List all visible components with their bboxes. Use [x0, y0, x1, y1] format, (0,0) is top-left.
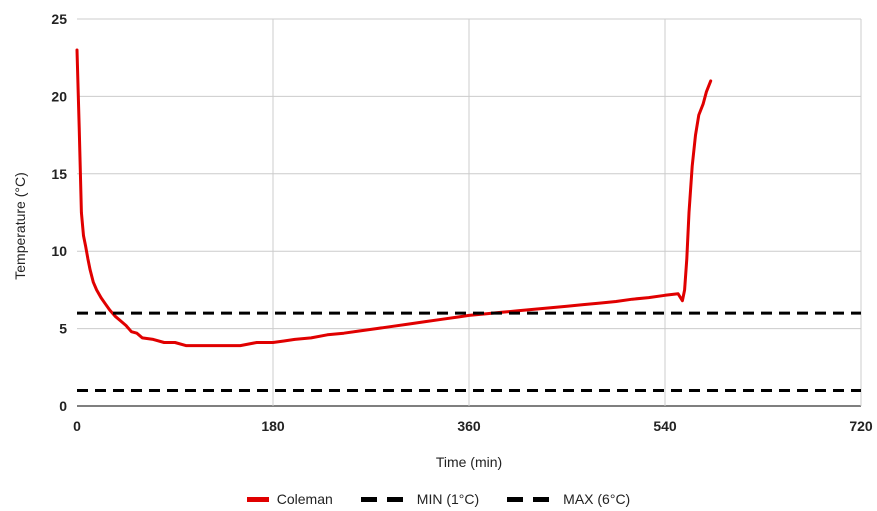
x-tick-label: 720	[849, 418, 873, 434]
y-tick-label: 10	[51, 243, 67, 259]
x-tick-label: 180	[261, 418, 285, 434]
x-tick-label: 360	[457, 418, 481, 434]
legend-label-max: MAX (6°C)	[563, 491, 631, 507]
legend-label-min: MIN (1°C)	[416, 491, 480, 507]
y-tick-label: 15	[51, 166, 67, 182]
legend-item-coleman: Coleman	[246, 491, 333, 507]
y-tick-labels: 0 5 10 15 20 25	[51, 11, 67, 414]
y-tick-label: 20	[51, 88, 67, 104]
y-tick-label: 0	[59, 398, 67, 414]
legend-label-coleman: Coleman	[276, 491, 333, 507]
series-lines	[75, 48, 861, 392]
legend-item-min: MIN (1°C)	[360, 491, 480, 507]
legend-swatch-min	[360, 496, 409, 502]
y-tick-label: 25	[51, 11, 67, 27]
legend-swatch-max	[507, 496, 556, 502]
y-tick-label: 5	[59, 321, 67, 337]
legend-swatch-coleman	[246, 496, 269, 502]
x-tick-label: 540	[653, 418, 677, 434]
legend: Coleman MIN (1°C) MAX (6°C)	[0, 488, 877, 510]
x-tick-label: 0	[73, 418, 81, 434]
x-axis-title: Time (min)	[436, 454, 502, 470]
series-line-0	[75, 48, 713, 348]
x-tick-labels: 0 180 360 540 720	[73, 418, 873, 434]
grid	[77, 18, 862, 407]
y-axis-title: Temperature (°C)	[12, 172, 28, 280]
legend-item-max: MAX (6°C)	[507, 491, 630, 507]
